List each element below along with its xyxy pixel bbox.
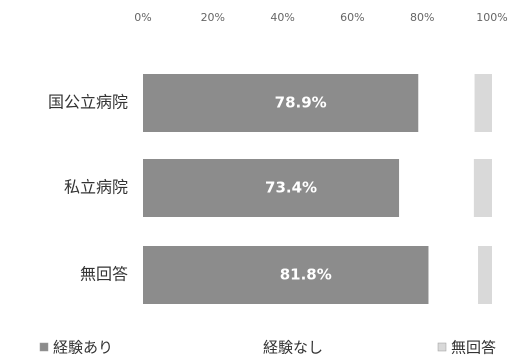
bar-segment (143, 74, 419, 132)
legend-label: 経験あり (53, 339, 113, 357)
x-tick-label: 80% (410, 11, 434, 24)
category-label: 無回答 (80, 265, 128, 284)
legend-swatch (250, 343, 258, 351)
category-label: 私立病院 (64, 178, 128, 197)
value-label: 73.4% (265, 179, 317, 197)
x-tick-label: 40% (270, 11, 294, 24)
bar-segment (473, 159, 492, 217)
bar-segment (474, 74, 492, 132)
x-tick-label: 100% (476, 11, 507, 24)
legend-label: 無回答 (451, 339, 496, 357)
x-tick-label: 20% (201, 11, 225, 24)
bar-segment (428, 246, 479, 304)
legend-swatch (39, 342, 49, 352)
x-tick-label: 0% (134, 11, 151, 24)
value-label: 81.8% (280, 266, 332, 284)
value-label: 78.9% (275, 94, 327, 112)
bar-segment (418, 74, 475, 132)
x-tick-label: 60% (340, 11, 364, 24)
bar-segment (399, 159, 474, 217)
bar-segment (143, 159, 400, 217)
legend-label: 経験なし (263, 339, 323, 357)
category-label: 国公立病院 (48, 93, 128, 112)
bar-segment (478, 246, 492, 304)
legend-swatch (437, 342, 447, 352)
bar-segment (143, 246, 429, 304)
